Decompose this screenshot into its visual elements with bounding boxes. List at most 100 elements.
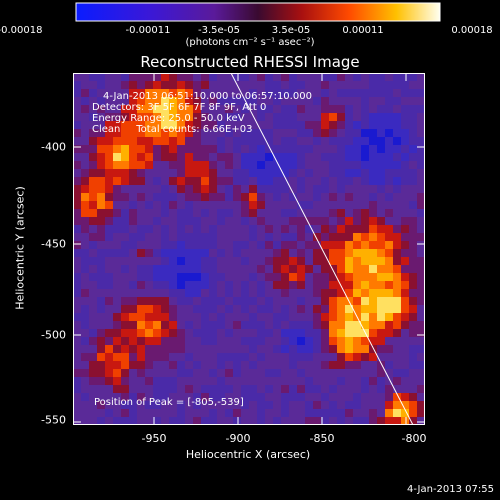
- image-pixel: [409, 265, 417, 273]
- image-pixel: [81, 217, 89, 225]
- image-pixel: [129, 201, 137, 209]
- image-pixel: [313, 185, 321, 193]
- image-pixel: [241, 305, 249, 313]
- image-pixel: [393, 313, 401, 321]
- image-pixel: [345, 281, 353, 289]
- image-pixel: [89, 369, 97, 377]
- image-pixel: [321, 265, 329, 273]
- image-pixel: [121, 97, 129, 105]
- image-pixel: [217, 105, 225, 113]
- image-pixel: [89, 225, 97, 233]
- image-pixel: [169, 73, 177, 81]
- image-pixel: [297, 201, 305, 209]
- image-pixel: [201, 345, 209, 353]
- image-pixel: [233, 313, 241, 321]
- image-pixel: [305, 177, 313, 185]
- image-pixel: [233, 225, 241, 233]
- image-pixel: [129, 145, 137, 153]
- image-pixel: [265, 345, 273, 353]
- image-pixel: [129, 273, 137, 281]
- image-pixel: [385, 97, 393, 105]
- image-pixel: [225, 225, 233, 233]
- image-pixel: [145, 329, 153, 337]
- image-pixel: [409, 249, 417, 257]
- image-pixel: [201, 281, 209, 289]
- image-pixel: [361, 73, 369, 81]
- image-pixel: [369, 217, 377, 225]
- image-pixel: [369, 265, 377, 273]
- image-pixel: [369, 281, 377, 289]
- image-pixel: [337, 257, 345, 265]
- image-pixel: [89, 385, 97, 393]
- image-pixel: [233, 289, 241, 297]
- image-pixel: [153, 385, 161, 393]
- image-pixel: [265, 401, 273, 409]
- image-pixel: [281, 185, 289, 193]
- image-pixel: [185, 185, 193, 193]
- image-pixel: [129, 225, 137, 233]
- image-pixel: [385, 249, 393, 257]
- image-pixel: [353, 249, 361, 257]
- image-pixel: [89, 353, 97, 361]
- image-pixel: [121, 153, 129, 161]
- image-pixel: [385, 297, 393, 305]
- image-pixel: [321, 241, 329, 249]
- image-pixel: [177, 81, 185, 89]
- image-pixel: [177, 113, 185, 121]
- image-pixel: [385, 393, 393, 401]
- image-pixel: [297, 97, 305, 105]
- image-pixel: [217, 353, 225, 361]
- image-pixel: [345, 97, 353, 105]
- image-pixel: [201, 201, 209, 209]
- image-pixel: [393, 337, 401, 345]
- colorbar-tick: -0.00018: [0, 25, 43, 36]
- image-pixel: [409, 329, 417, 337]
- image-pixel: [225, 81, 233, 89]
- image-pixel: [297, 297, 305, 305]
- image-pixel: [313, 153, 321, 161]
- image-pixel: [273, 81, 281, 89]
- image-pixel: [209, 329, 217, 337]
- image-pixel: [345, 249, 353, 257]
- image-pixel: [121, 313, 129, 321]
- image-pixel: [409, 97, 417, 105]
- image-pixel: [353, 233, 361, 241]
- image-pixel: [185, 241, 193, 249]
- image-pixel: [169, 153, 177, 161]
- image-pixel: [305, 369, 313, 377]
- image-pixel: [353, 305, 361, 313]
- image-pixel: [145, 345, 153, 353]
- image-pixel: [353, 377, 361, 385]
- image-pixel: [345, 385, 353, 393]
- image-pixel: [89, 97, 97, 105]
- image-pixel: [297, 265, 305, 273]
- image-pixel: [289, 121, 297, 129]
- image-pixel: [401, 321, 409, 329]
- image-pixel: [105, 129, 113, 137]
- image-pixel: [121, 121, 129, 129]
- image-pixel: [137, 257, 145, 265]
- image-pixel: [393, 417, 401, 425]
- image-pixel: [161, 273, 169, 281]
- image-pixel: [409, 345, 417, 353]
- image-pixel: [81, 289, 89, 297]
- image-pixel: [217, 161, 225, 169]
- image-pixel: [265, 273, 273, 281]
- image-pixel: [257, 417, 265, 425]
- image-pixel: [345, 241, 353, 249]
- image-pixel: [81, 249, 89, 257]
- image-pixel: [185, 393, 193, 401]
- image-pixel: [105, 257, 113, 265]
- image-pixel: [305, 305, 313, 313]
- image-pixel: [169, 281, 177, 289]
- image-pixel: [73, 281, 81, 289]
- image-pixel: [305, 289, 313, 297]
- image-pixel: [393, 161, 401, 169]
- image-pixel: [313, 193, 321, 201]
- image-pixel: [97, 97, 105, 105]
- image-pixel: [409, 241, 417, 249]
- image-pixel: [233, 345, 241, 353]
- image-pixel: [177, 321, 185, 329]
- image-pixel: [105, 369, 113, 377]
- image-pixel: [153, 289, 161, 297]
